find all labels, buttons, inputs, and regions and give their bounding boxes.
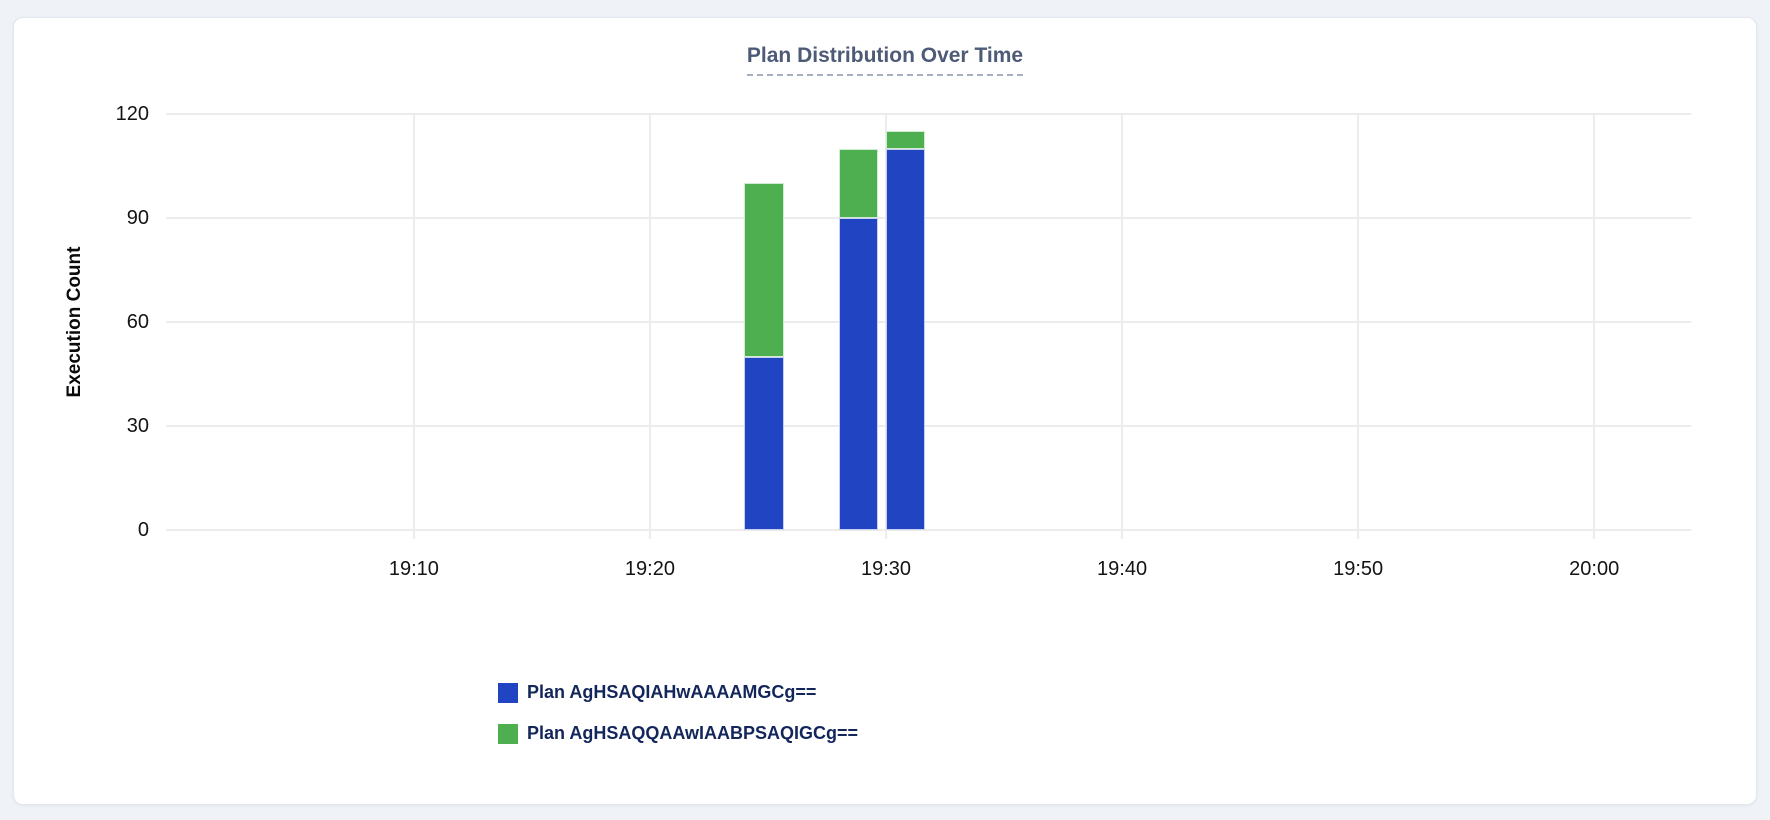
x-tick-label: 19:20 — [624, 558, 675, 580]
plot-area — [166, 113, 1691, 539]
y-tick-label: 90 — [126, 207, 149, 229]
h-gridline — [166, 217, 1691, 219]
h-gridline — [166, 425, 1691, 427]
bar-segment[interactable] — [886, 131, 926, 149]
y-tick-label: 60 — [126, 311, 149, 333]
legend-label: Plan AgHSAQQAAwIAABPSAQIGCg== — [527, 723, 859, 743]
x-tick-label: 19:10 — [388, 558, 439, 580]
x-tick-label: 19:50 — [1333, 558, 1384, 580]
h-gridline — [166, 321, 1691, 323]
y-tick-label: 0 — [137, 519, 149, 541]
x-axis-labels: 19:10 19:20 19:30 19:40 19:50 20:00 — [166, 558, 1691, 586]
legend-color-swatch — [498, 682, 518, 703]
panel-header: Plan Distribution Over Time — [14, 44, 1756, 76]
bar-segment[interactable] — [744, 356, 784, 530]
h-gridline — [166, 113, 1691, 115]
v-gridline — [412, 114, 415, 539]
y-axis-labels: 0 30 60 90 120 — [14, 104, 149, 540]
v-gridline — [1357, 114, 1360, 539]
h-gridline — [166, 529, 1691, 531]
legend-label: Plan AgHSAQIAHwAAAAMGCg== — [527, 682, 817, 702]
panel-title[interactable]: Plan Distribution Over Time — [746, 44, 1024, 76]
chart-panel-card: Plan Distribution Over Time Execution Co… — [13, 17, 1757, 805]
y-tick-label: 30 — [126, 415, 149, 437]
y-tick-label: 120 — [115, 103, 149, 125]
bar-segment[interactable] — [838, 218, 879, 530]
bar-segment[interactable] — [838, 148, 879, 218]
v-gridline — [648, 114, 651, 539]
x-tick-label: 19:30 — [860, 558, 912, 580]
v-gridline — [1593, 114, 1596, 539]
v-gridline — [1121, 114, 1124, 539]
legend-item[interactable]: Plan AgHSAQQAAwIAABPSAQIGCg== — [498, 723, 858, 744]
x-tick-label: 19:40 — [1097, 558, 1148, 580]
bar-segment[interactable] — [886, 148, 926, 530]
bar-segment[interactable] — [744, 183, 784, 357]
x-tick-label: 20:00 — [1569, 558, 1620, 580]
legend-item[interactable]: Plan AgHSAQIAHwAAAAMGCg== — [498, 682, 858, 703]
legend-color-swatch — [498, 723, 518, 744]
legend: Plan AgHSAQIAHwAAAAMGCg== Plan AgHSAQQAAw… — [498, 682, 858, 764]
